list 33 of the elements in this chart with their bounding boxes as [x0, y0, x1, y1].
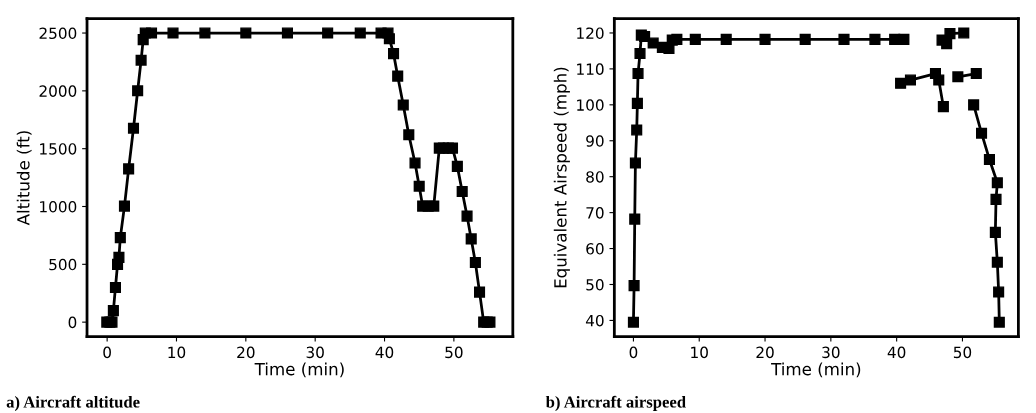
- y-tick-label: 1000: [40, 200, 77, 213]
- text: a) Aircraft altitude: [6, 395, 140, 412]
- x-axis-title: Time (min): [254, 362, 344, 378]
- x-tick-label: 0: [629, 346, 638, 359]
- x-tick-label: 20: [756, 346, 774, 359]
- y-tick-label: 60: [586, 243, 604, 255]
- y-tick-label: 70: [586, 207, 604, 219]
- x-tick-label: 40: [887, 346, 906, 359]
- y-axis-title: Altitude (ft): [16, 131, 32, 226]
- x-tick-label: 50: [445, 346, 463, 359]
- y-tick-label: 2000: [39, 85, 77, 97]
- y-tick-label: 80: [586, 171, 604, 183]
- y-tick-label: 0: [68, 316, 77, 329]
- x-tick-label: 0: [103, 346, 111, 359]
- y-tick-label: 100: [577, 99, 604, 111]
- y-tick-label: 120: [577, 27, 604, 39]
- x-tick-label: 20: [237, 346, 255, 359]
- x-tick-label: 10: [168, 346, 186, 359]
- y-tick-label: 2500: [39, 27, 77, 40]
- x-axis-title: Time (min): [771, 362, 861, 378]
- y-tick-label: 1500: [40, 143, 77, 155]
- y-axis-title: Equivalent Airspeed (mph): [553, 67, 570, 288]
- y-tick-label: 40: [585, 314, 604, 327]
- x-tick-label: 50: [953, 346, 972, 359]
- x-tick-label: 40: [375, 346, 394, 359]
- y-tick-label: 90: [586, 135, 604, 147]
- y-tick-label: 110: [577, 63, 604, 75]
- x-tick-label: 10: [691, 346, 708, 359]
- x-tick-label: 30: [822, 346, 840, 359]
- y-tick-label: 50: [586, 278, 604, 291]
- x-tick-label: 30: [306, 346, 324, 359]
- y-tick-label: 500: [49, 258, 77, 271]
- text: b) Aircraft airspeed: [545, 395, 686, 412]
